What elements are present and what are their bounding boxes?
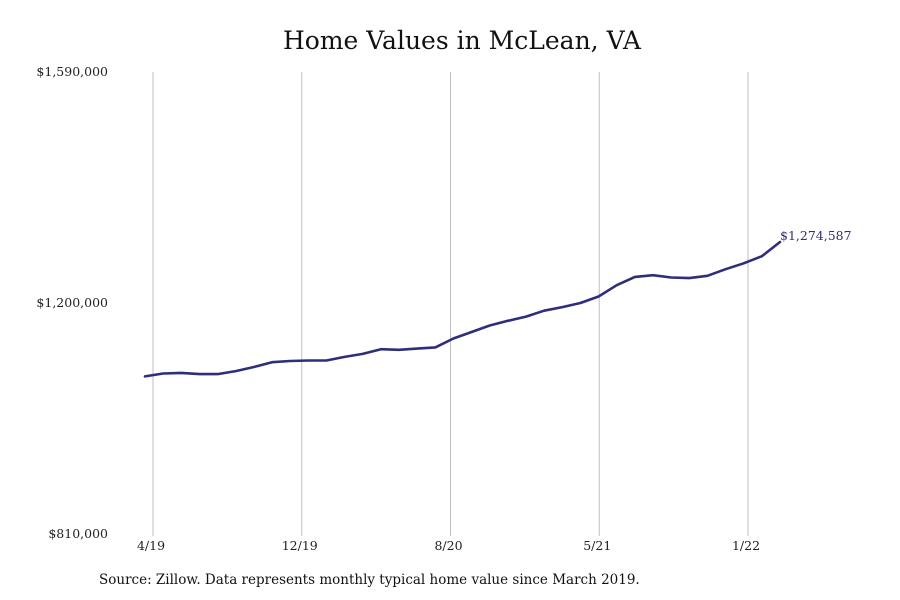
end-value-label-layer: $1,274,587: [780, 228, 852, 243]
vertical-gridlines: [152, 72, 749, 536]
series-line-layer: [143, 240, 782, 378]
x-tick-label: 4/19: [137, 538, 165, 553]
x-tick-label: 1/22: [732, 538, 760, 553]
end-value-label: $1,274,587: [780, 228, 852, 243]
x-tick-label: 8/20: [434, 538, 462, 553]
series-line: [143, 240, 782, 378]
x-tick-label: 5/21: [583, 538, 611, 553]
y-tick-label: $1,200,000: [36, 295, 108, 310]
y-tick-label: $1,590,000: [36, 64, 108, 79]
y-axis-ticks: $1,590,000 $1,200,000 $810,000: [36, 64, 108, 541]
x-axis-ticks: 4/19 12/19 8/20 5/21 1/22: [137, 538, 760, 553]
y-tick-label: $810,000: [48, 526, 108, 541]
chart-title: Home Values in McLean, VA: [283, 26, 641, 55]
x-tick-label: 12/19: [282, 538, 318, 553]
chart-source-note: Source: Zillow. Data represents monthly …: [99, 572, 640, 588]
